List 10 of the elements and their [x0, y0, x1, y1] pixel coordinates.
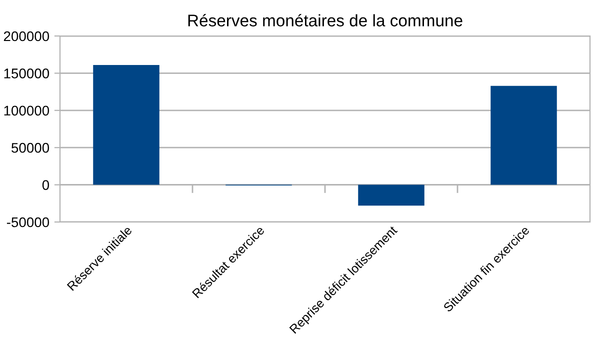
bar	[490, 86, 557, 185]
bar	[358, 184, 424, 206]
y-tick-label: 200000	[4, 31, 50, 42]
y-tick-label: 50000	[12, 142, 50, 153]
bar	[93, 65, 160, 185]
y-tick-label: 150000	[4, 68, 50, 78]
y-tick-label: -50000	[6, 217, 50, 228]
y-tick-label: 0	[42, 180, 50, 190]
y-tick-label: 100000	[4, 106, 50, 116]
chart-title: Réserves monétaires de la commune	[188, 14, 462, 26]
